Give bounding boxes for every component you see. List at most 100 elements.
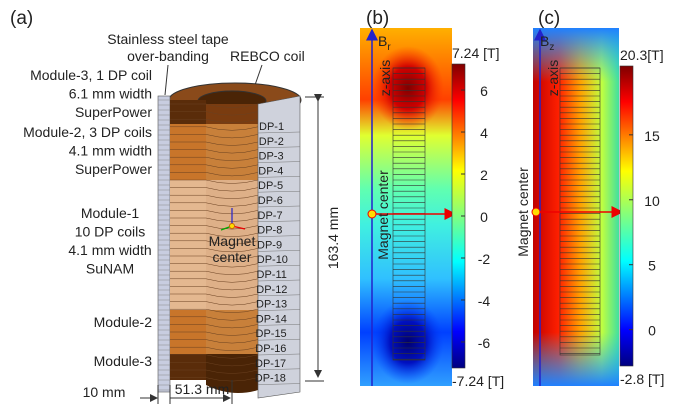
dp-label: DP-11 (257, 269, 287, 281)
dp-line (257, 220, 301, 223)
dp-line (257, 190, 301, 193)
annotation: Stainless steel tape (107, 31, 229, 47)
pancake-line (205, 301, 259, 306)
module-label: Module-2 (94, 314, 153, 330)
pancake-line (205, 346, 259, 351)
dp-label: DP-12 (256, 284, 287, 296)
pancake-line (205, 354, 259, 359)
module-label: Module-2, 3 DP coils (23, 124, 152, 140)
dp-line (257, 368, 301, 371)
colorbar-tick-label: 5 (648, 258, 656, 274)
dp-label: DP-4 (258, 165, 283, 177)
dp-line (257, 294, 301, 297)
module-label: 10 DP coils (75, 224, 146, 240)
field: B (540, 33, 549, 49)
pancake-line (205, 316, 259, 321)
annotation: Magnet center (375, 170, 391, 260)
dp-label: DP-8 (257, 225, 282, 237)
dp-label: DP-7 (258, 210, 283, 222)
dp-label: DP-5 (258, 180, 283, 192)
pancake-line (205, 118, 259, 123)
bore-wall (206, 124, 258, 180)
pancake-line (205, 286, 259, 291)
dp-label: DP-16 (255, 343, 286, 355)
outer-wall (257, 95, 301, 399)
pancake-line (205, 194, 259, 199)
pancake-line (205, 172, 259, 177)
pancake-line (205, 225, 259, 230)
module-1 (170, 180, 206, 310)
dp-line (257, 205, 301, 208)
dp-label: DP-10 (257, 254, 288, 266)
dp-line (257, 146, 301, 149)
dp-label: DP-2 (259, 136, 284, 148)
field-map (372, 300, 444, 384)
dp-label: DP-9 (257, 239, 282, 251)
panel-label: (b) (366, 8, 389, 29)
pancake-line (205, 240, 259, 245)
module-label: 6.1 mm width (69, 86, 152, 102)
colorbar-tick-label: 0 (648, 323, 656, 339)
colorbar-tick-label: 15 (644, 128, 660, 144)
pancake-line (205, 111, 259, 116)
colorbar-tick-label: 2 (480, 167, 488, 183)
colorbar-tick-label: 10 (644, 193, 660, 209)
pancake-line (205, 126, 259, 131)
pancake-line (205, 255, 259, 260)
leader (254, 64, 263, 86)
pancake-line (205, 331, 259, 336)
module-label: Module-1 (81, 205, 140, 221)
module-label: 4.1 mm width (69, 143, 152, 159)
pancake-line (205, 202, 259, 207)
dp-label: DP-3 (259, 151, 284, 163)
field-label: Br (378, 33, 391, 53)
dimension-label: 163.4 mm (325, 207, 341, 269)
dp-label: DP-17 (255, 358, 286, 370)
tape (157, 95, 171, 393)
dp-label: DP-1 (259, 121, 284, 133)
module-3 (170, 100, 206, 124)
dp-line (257, 309, 301, 311)
pancake-line (205, 278, 259, 283)
pancake-line (205, 293, 259, 298)
field-label: Bz (540, 33, 554, 53)
center-dot (367, 209, 377, 219)
module-label: SuNAM (86, 261, 134, 277)
dp-line (257, 235, 301, 237)
colorbar-tick-label: -6 (478, 335, 491, 351)
dp-label: DP-18 (255, 373, 286, 385)
field-map (533, 28, 619, 386)
annotation: over-banding (127, 48, 209, 64)
colorbar-tick-label: 6 (480, 83, 488, 99)
pancake-line (205, 156, 259, 161)
pancake-line (205, 141, 259, 146)
pancake-line (205, 339, 259, 344)
dp-line (257, 131, 301, 134)
center-dot (229, 223, 235, 229)
pancake-line (205, 362, 259, 367)
dp-label: DP-13 (256, 299, 287, 311)
dp-line (257, 176, 301, 178)
field: B (378, 33, 387, 49)
dp-line (257, 383, 301, 385)
colorbar-max-label: 20.3[T] (620, 47, 664, 63)
panel-c: (c) z-axis Bz Magnet center (515, 8, 624, 386)
dp-line (257, 250, 301, 252)
module-2 (170, 124, 206, 180)
module-label: SuperPower (75, 161, 152, 177)
leader (164, 64, 169, 96)
dp-label: DP-15 (256, 328, 287, 340)
module-label: SuperPower (75, 104, 152, 120)
colorbar (619, 65, 634, 367)
field-sub: z (549, 42, 554, 53)
dp-label: DP-6 (258, 195, 283, 207)
dimension-label: 51.3 mm (175, 381, 229, 397)
axis-label: z-axis (545, 60, 561, 97)
axis-label: z-axis (377, 60, 393, 97)
colorbar-tick-label: 4 (480, 125, 488, 141)
panel-label: (a) (10, 8, 33, 29)
bore-wall (206, 104, 258, 124)
bore-wall (206, 310, 258, 354)
